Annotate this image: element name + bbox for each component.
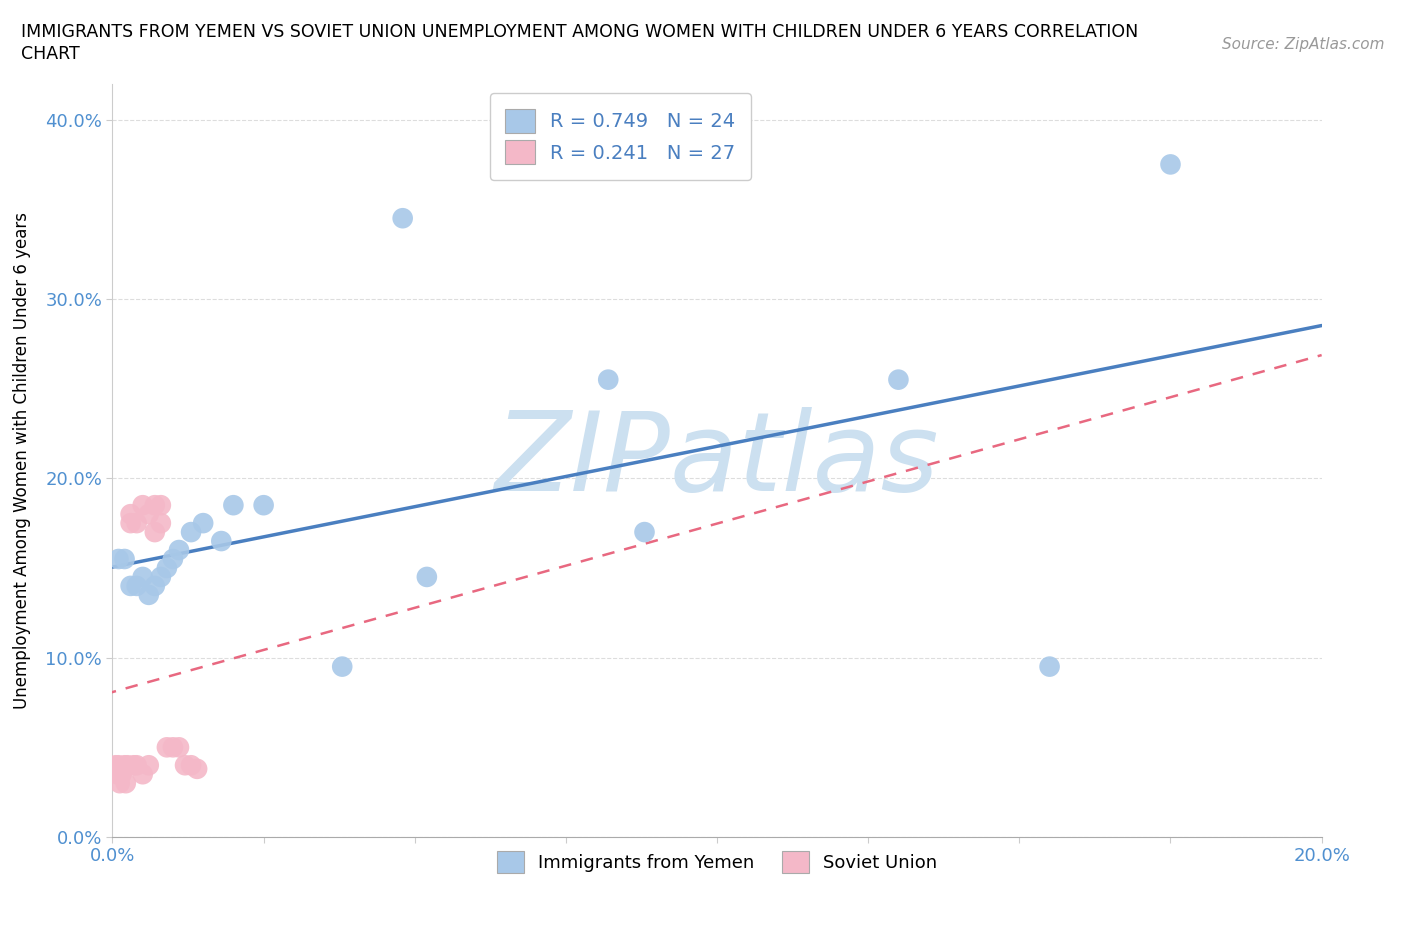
Point bbox=[125, 515, 148, 530]
Point bbox=[391, 211, 413, 226]
Point bbox=[887, 372, 910, 387]
Point bbox=[114, 551, 136, 566]
Point bbox=[1038, 659, 1062, 674]
Point bbox=[125, 578, 148, 593]
Point bbox=[167, 740, 190, 755]
Point bbox=[104, 758, 127, 773]
Text: IMMIGRANTS FROM YEMEN VS SOVIET UNION UNEMPLOYMENT AMONG WOMEN WITH CHILDREN UND: IMMIGRANTS FROM YEMEN VS SOVIET UNION UN… bbox=[21, 23, 1139, 41]
Point bbox=[222, 498, 245, 512]
Text: Source: ZipAtlas.com: Source: ZipAtlas.com bbox=[1222, 37, 1385, 52]
Point bbox=[598, 372, 620, 387]
Point bbox=[138, 758, 160, 773]
Point bbox=[114, 758, 136, 773]
Point bbox=[114, 776, 136, 790]
Point bbox=[132, 498, 155, 512]
Point bbox=[138, 588, 160, 603]
Point bbox=[120, 578, 142, 593]
Text: ZIPatlas: ZIPatlas bbox=[495, 406, 939, 514]
Point bbox=[162, 740, 184, 755]
Point bbox=[209, 534, 232, 549]
Point bbox=[149, 569, 172, 584]
Point bbox=[117, 758, 139, 773]
Point bbox=[122, 758, 145, 773]
Point bbox=[107, 551, 129, 566]
Point bbox=[1159, 157, 1181, 172]
Point bbox=[132, 569, 155, 584]
Point bbox=[416, 569, 439, 584]
Point bbox=[110, 766, 132, 781]
Point bbox=[174, 758, 197, 773]
Point bbox=[120, 507, 142, 522]
Point bbox=[633, 525, 655, 539]
Point bbox=[143, 498, 166, 512]
Point bbox=[156, 561, 179, 576]
Point bbox=[191, 515, 214, 530]
Point bbox=[330, 659, 353, 674]
Point bbox=[108, 776, 131, 790]
Point bbox=[167, 542, 190, 557]
Point bbox=[138, 507, 160, 522]
Point bbox=[132, 766, 155, 781]
Point bbox=[149, 515, 172, 530]
Text: CHART: CHART bbox=[21, 45, 80, 62]
Point bbox=[125, 758, 148, 773]
Point bbox=[162, 551, 184, 566]
Point bbox=[107, 758, 129, 773]
Point bbox=[186, 762, 208, 777]
Point bbox=[156, 740, 179, 755]
Point bbox=[143, 578, 166, 593]
Point bbox=[253, 498, 276, 512]
Point bbox=[120, 515, 142, 530]
Y-axis label: Unemployment Among Women with Children Under 6 years: Unemployment Among Women with Children U… bbox=[13, 212, 31, 709]
Point bbox=[105, 766, 128, 781]
Point bbox=[143, 525, 166, 539]
Point bbox=[180, 525, 202, 539]
Point bbox=[149, 498, 172, 512]
Point bbox=[180, 758, 202, 773]
Legend: Immigrants from Yemen, Soviet Union: Immigrants from Yemen, Soviet Union bbox=[489, 844, 945, 881]
